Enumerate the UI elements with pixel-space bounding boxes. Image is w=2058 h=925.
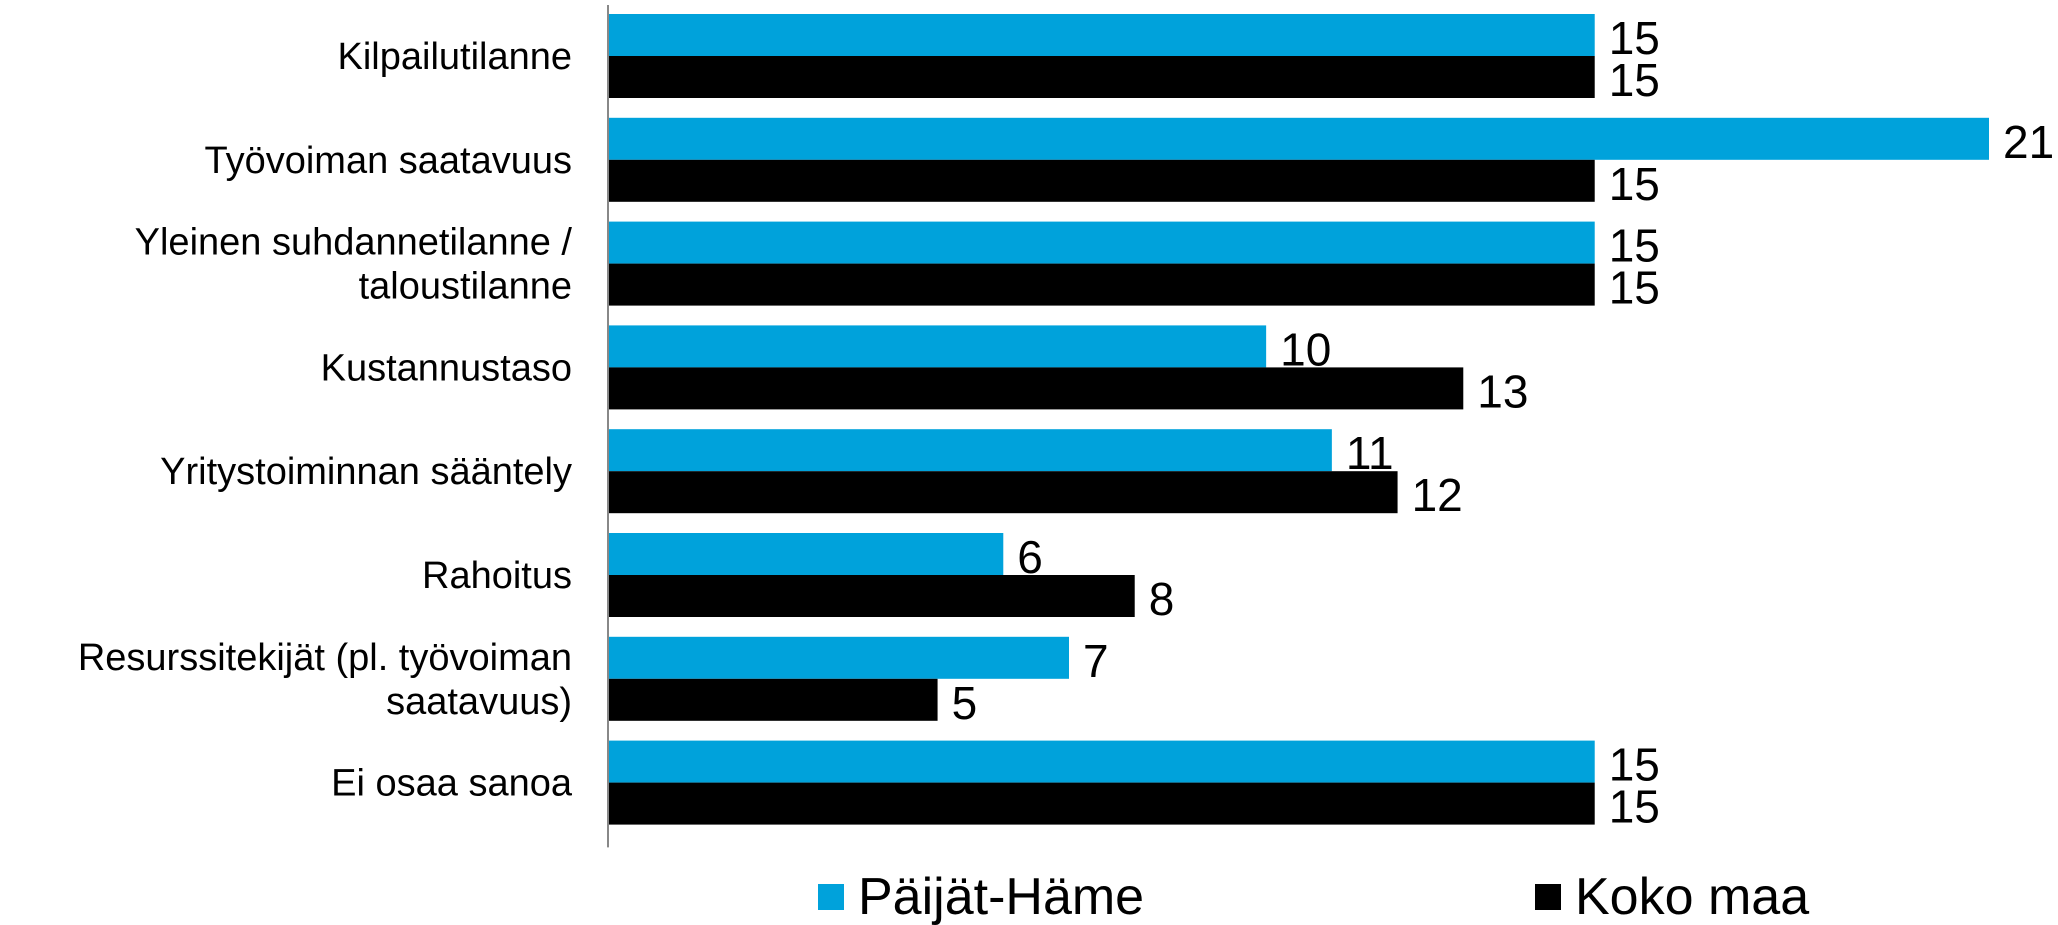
data-label-paijat-hame-0: 15 [1609,12,1660,64]
legend-swatch-koko-maa [1535,884,1561,910]
bar-paijat-hame-5 [609,533,1004,575]
bar-paijat-hame-4 [609,429,1332,472]
legend-label-paijat-hame: Päijät-Häme [858,868,1144,925]
category-label-4: Yritystoiminnan sääntely [160,451,572,493]
data-label-koko-maa-5: 8 [1149,573,1175,625]
bar-paijat-hame-7 [609,740,1595,783]
bar-koko-maa-7 [609,782,1595,825]
bars-group [609,14,1989,825]
bar-paijat-hame-2 [609,221,1595,264]
category-label-1: Työvoiman saatavuus [204,140,572,182]
data-label-paijat-hame-7: 15 [1609,739,1660,791]
bar-paijat-hame-0 [609,14,1595,56]
legend-swatch-paijat-hame [818,884,844,910]
category-labels-group: Kilpailutilanne Työvoiman saatavuus Yleine… [78,36,573,805]
category-label-6-line-1: saatavuus) [386,681,572,723]
data-label-paijat-hame-1: 21 [2003,116,2054,168]
data-label-koko-maa-4: 12 [1412,469,1463,521]
category-label-2-line-0: Yleinen suhdannetilanne / [135,222,573,264]
bar-paijat-hame-1 [609,117,1989,160]
bar-koko-maa-1 [609,159,1595,202]
bar-koko-maa-3 [609,367,1464,410]
bar-koko-maa-5 [609,575,1135,617]
bar-koko-maa-4 [609,471,1398,514]
data-label-koko-maa-6: 5 [952,677,978,729]
bar-paijat-hame-3 [609,325,1267,368]
data-label-paijat-hame-6: 7 [1083,635,1109,687]
category-label-2-line-1: taloustilanne [359,266,572,308]
data-label-koko-maa-7: 15 [1609,781,1660,833]
category-label-7: Ei osaa sanoa [331,763,573,805]
data-label-koko-maa-1: 15 [1609,158,1660,210]
bar-koko-maa-0 [609,56,1595,98]
data-label-koko-maa-2: 15 [1609,262,1660,314]
bar-koko-maa-6 [609,678,938,721]
legend: Päijät-Häme Koko maa [818,868,1809,925]
data-label-koko-maa-3: 13 [1477,365,1528,417]
category-label-3: Kustannustaso [321,347,572,389]
data-label-paijat-hame-4: 11 [1346,427,1394,479]
bar-koko-maa-2 [609,263,1595,306]
category-label-5: Rahoitus [422,555,572,597]
data-label-paijat-hame-5: 6 [1017,531,1043,583]
category-label-0: Kilpailutilanne [338,36,573,78]
bar-paijat-hame-6 [609,636,1069,679]
data-label-koko-maa-0: 15 [1609,54,1660,106]
data-label-paijat-hame-2: 15 [1609,220,1660,272]
data-label-paijat-hame-3: 10 [1280,323,1331,375]
legend-label-koko-maa: Koko maa [1575,868,1809,925]
category-label-6-line-0: Resurssitekijät (pl. työvoiman [78,637,572,679]
